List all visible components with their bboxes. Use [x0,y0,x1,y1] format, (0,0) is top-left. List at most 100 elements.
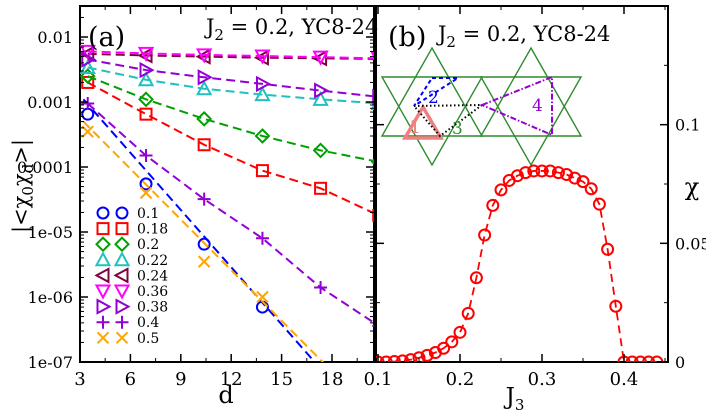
y-tick-label: 0.1 [675,116,700,135]
series-line-0.2 [87,75,374,162]
legend-marker [94,267,110,284]
legend-marker [115,315,129,329]
y-tick-label: 0.001 [27,93,73,112]
x-tick-label: 0.1 [364,369,393,390]
data-point [138,91,154,108]
chi-point [461,306,475,320]
y-tick-label: 0.05 [675,234,706,253]
legend-label: 0.22 [137,253,168,269]
legend-marker [114,236,130,253]
x-tick-label: 0.3 [528,369,557,390]
legend-entry: 0.4 [96,315,159,331]
chi-point [601,242,615,256]
panel-a-y-ticks: 1e-07 1e-06 1e-05 0.0001 0.001 0.01 [17,16,374,372]
series-0_36 [80,44,374,66]
panel-a-y-label: |<χ0χd>| [9,139,37,233]
kagome-inset: 1 2 3 4 [380,46,583,167]
series-line-0.4 [87,102,374,324]
data-point [81,125,94,138]
inset-triangle-4 [479,75,553,137]
panel-a-legend: 0.10.180.20.220.240.360.380.40.5 [94,206,168,347]
panel-a-x-ticks: 3 6 9 12 15 18 [74,6,358,390]
chi-point [478,228,492,242]
chi-point [486,198,500,212]
data-point [139,177,153,191]
inset-triangle-2 [413,77,462,107]
legend-marker [96,222,110,236]
data-point [80,68,96,85]
data-point [372,208,374,222]
chi-point [510,169,524,183]
legend-entry: 0.2 [95,236,159,253]
legend-marker [94,284,112,300]
chi-point [469,271,483,285]
inset-triangle-1 [401,103,445,140]
data-point [139,107,153,121]
chi-point [519,166,533,180]
chi-point [642,355,656,362]
fit-line-0.5 [82,120,325,362]
legend-label: 0.18 [137,222,168,238]
inset-star-b-up [479,46,583,137]
inset-star-a-up [380,46,484,137]
chi-point [412,351,426,362]
data-point [80,44,96,61]
panel-a: 3 6 9 12 15 18 1e-07 1e-06 1e-05 0.0001 0.001 0.01… [9,5,378,409]
chi-point [420,348,434,362]
chi-point [592,197,606,211]
data-point [195,80,213,96]
chi-point [535,164,549,178]
chi-point [650,355,664,362]
chi-point [543,164,557,178]
chi-point [404,353,418,362]
data-point [197,255,211,268]
legend-entry: 0.24 [94,267,168,284]
legend-entry: 0.1 [96,206,159,222]
panel-a-data [80,44,374,362]
series-line-0.24 [87,52,374,60]
panel-b-x-label: J3 [504,384,525,414]
chi-point [633,355,647,362]
data-point [254,128,271,144]
inset-triangle-3 [411,103,486,138]
inset-label-2: 2 [428,88,439,108]
y-tick-label: 1e-06 [28,288,73,307]
chi-point [437,341,451,355]
panel-a-label: (a) [88,22,125,53]
legend-entry: 0.5 [96,331,159,347]
chi-point [609,299,623,313]
x-tick-label: 15 [270,369,293,390]
panel-b-data [376,164,664,362]
inset-label-4: 4 [532,96,543,116]
legend-marker [95,236,111,253]
fit-line-0.1 [82,98,317,362]
legend-entry: 0.38 [96,298,168,316]
data-point [314,281,328,295]
data-point [139,186,153,200]
data-point [139,61,155,79]
legend-marker [115,206,129,220]
data-point [197,69,213,86]
legend-label: 0.38 [137,300,168,316]
x-tick-label: 12 [220,369,243,390]
data-point [255,75,272,93]
chi-point [494,183,508,197]
data-point [195,48,213,64]
legend-label: 0.24 [137,268,168,284]
y-tick-label: 0.01 [37,28,73,47]
legend-marker [96,298,112,315]
y-tick-label: 0 [675,353,685,372]
chi-point [445,335,459,349]
panel-a-x-label: d [218,381,233,409]
x-tick-label: 6 [125,369,136,390]
legend-marker [96,206,110,220]
data-point [197,192,211,206]
data-point [254,86,271,102]
panel-b-title: J2 = 0.2, YC8-24 [436,22,610,51]
legend-label: 0.36 [137,284,168,300]
legend-label: 0.1 [137,206,159,222]
data-point [254,49,271,65]
chi-line [378,170,657,362]
data-point [314,181,328,195]
legend-label: 0.4 [137,315,159,331]
